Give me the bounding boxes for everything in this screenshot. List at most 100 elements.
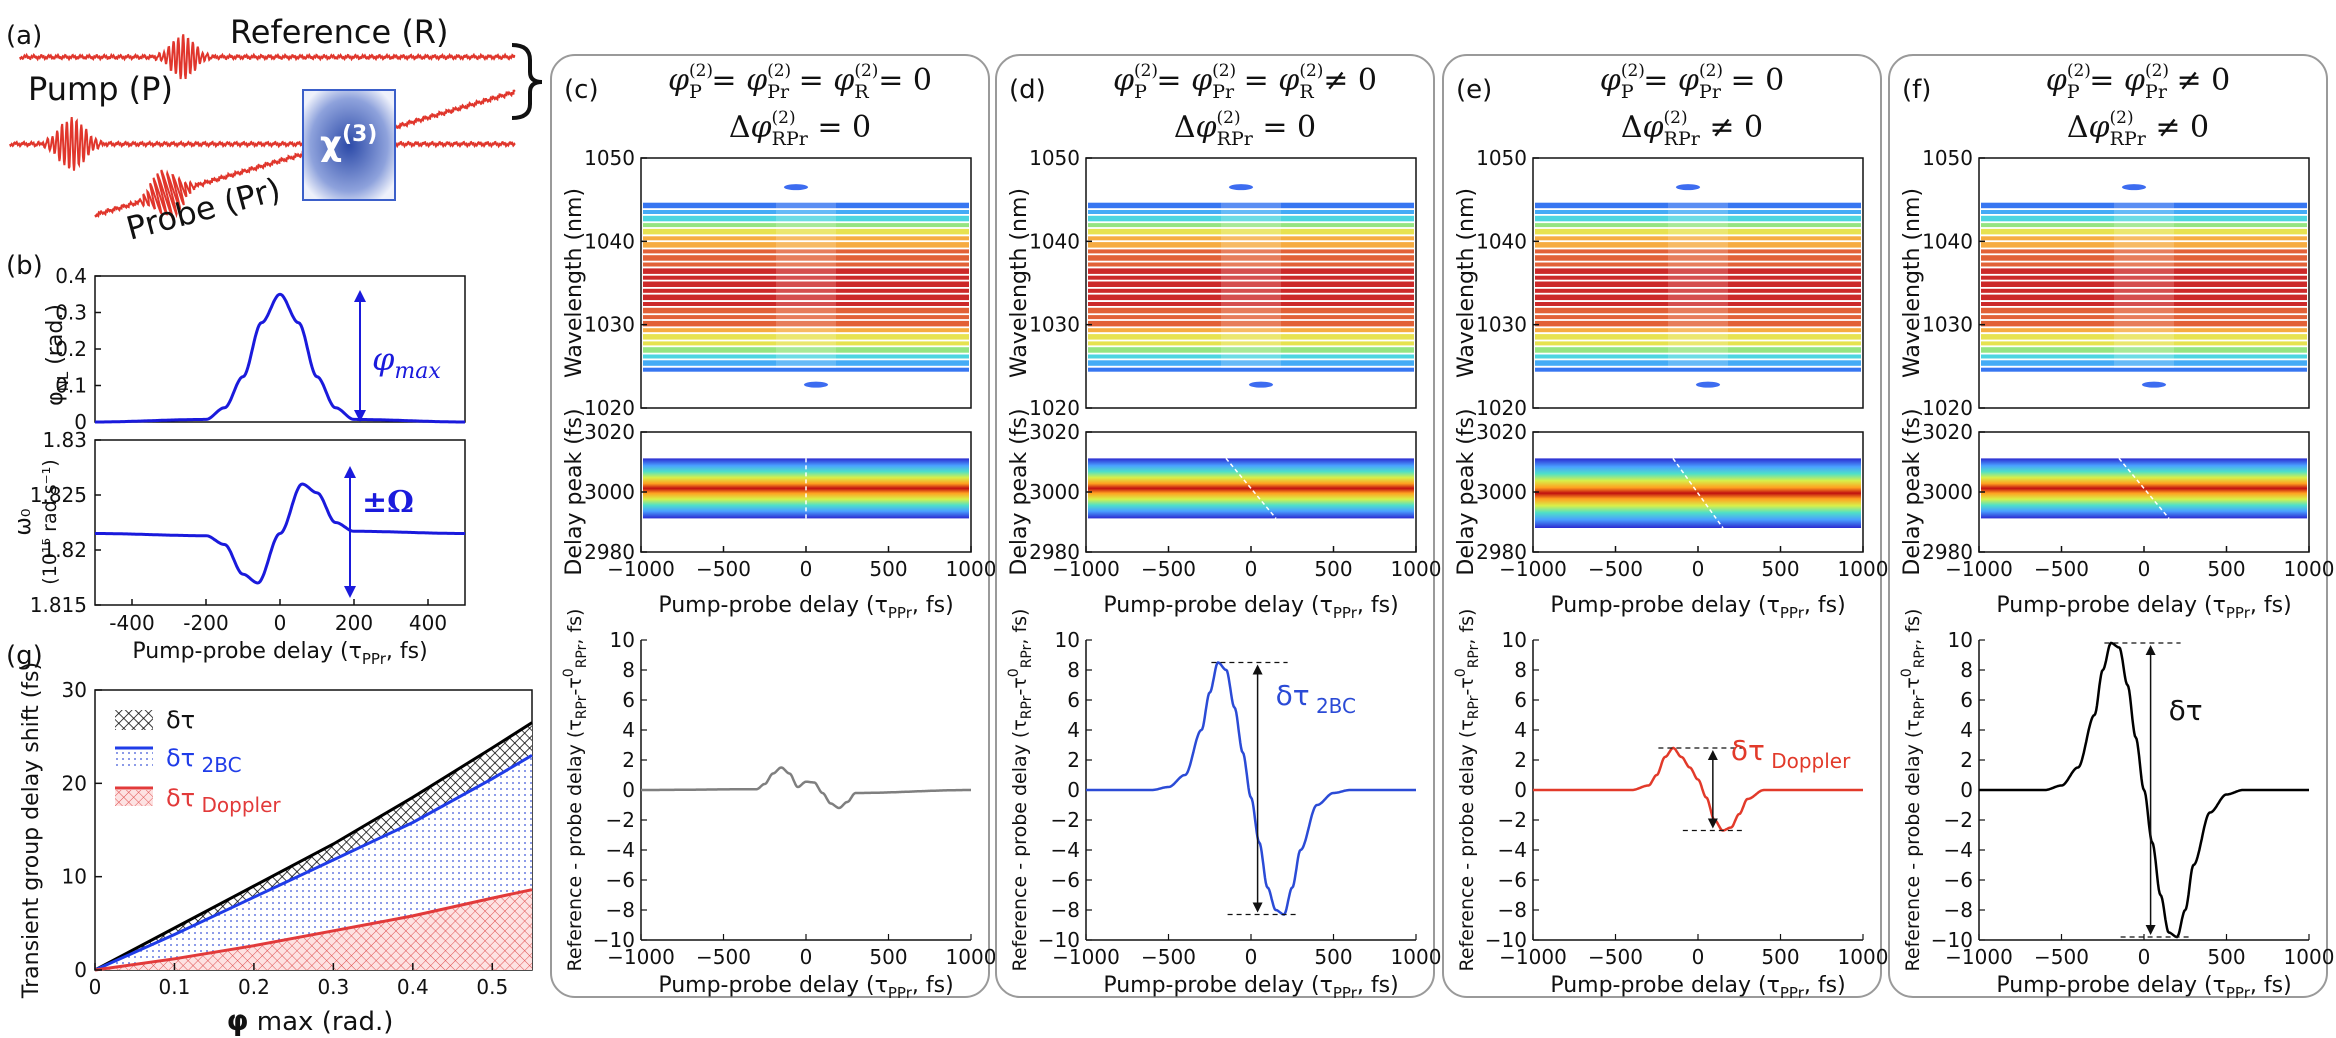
delay-shift-ytick-label: 0 bbox=[622, 778, 635, 802]
fringe-band bbox=[1535, 288, 1861, 293]
omega-ylabel-2: (10¹⁵ rad s⁻¹) bbox=[39, 459, 61, 584]
delaypeak-ytick-label: 3000 bbox=[1476, 480, 1527, 504]
delay-shift-ytick-label: −4 bbox=[1944, 838, 1973, 862]
wavelength-spectrogram: 1020 1030 1040 1050 Wavelength (nm) bbox=[1900, 146, 2310, 420]
delaypeak-xlabel: Pump-probe delay (τPPr, fs) bbox=[1103, 593, 1398, 622]
fringe-band bbox=[643, 315, 969, 320]
fringe-band bbox=[643, 281, 969, 287]
fringe-band bbox=[1981, 341, 2307, 346]
legend-doppler: δτ Doppler bbox=[166, 784, 281, 817]
delay-shift-ytick-label: 4 bbox=[1960, 718, 1973, 742]
fringe-band bbox=[1535, 262, 1861, 267]
panel-b-xtick-label: 0 bbox=[274, 611, 287, 635]
fringe-band bbox=[1088, 360, 1414, 366]
delaypeak-xtick-label: −500 bbox=[696, 557, 751, 581]
panel-g-label: (g) bbox=[6, 641, 43, 671]
dtau-doppler-line bbox=[94, 888, 533, 972]
delay-shift-ytick-label: 4 bbox=[1514, 718, 1527, 742]
delay-shift-ytick-label: 2 bbox=[1960, 748, 1973, 772]
fringe-band bbox=[1535, 347, 1861, 353]
delaypeak-xtick-label: 0 bbox=[800, 557, 813, 581]
delaypeak-xtick-label: −1000 bbox=[1499, 557, 1567, 581]
fringe-band bbox=[1535, 255, 1861, 261]
delay-shift-ytick-label: −2 bbox=[1944, 808, 1973, 832]
panel-d: (d) φ(2) P = φ(2) Pr = φ(2) R ≠ 0 Δφ(2) RPr =… bbox=[995, 54, 1442, 1002]
panel-b: (b) 00.10.20.30.4 φNL (rad.) φmax 1.8151… bbox=[6, 251, 466, 668]
delaypeak-ytick-label: 3000 bbox=[584, 480, 635, 504]
fringe-band bbox=[1981, 320, 2307, 327]
omega-label: ±Ω bbox=[362, 485, 414, 520]
spectral-blob bbox=[1696, 381, 1720, 388]
pump-pulse bbox=[9, 117, 516, 171]
fringe-band bbox=[1535, 328, 1861, 333]
fringe-band bbox=[1981, 268, 2307, 274]
fringe-band bbox=[1535, 210, 1861, 214]
fringe-band bbox=[643, 334, 969, 340]
spectrogram-axes bbox=[1085, 157, 1417, 409]
delay-shift-ytick-label: 10 bbox=[610, 628, 635, 652]
fringe-band bbox=[643, 275, 969, 280]
delaypeak-xtick-label: 500 bbox=[869, 557, 907, 581]
delaypeak-xlabel: Pump-probe delay (τPPr, fs) bbox=[658, 593, 953, 622]
spectrogram-axes bbox=[1532, 157, 1864, 409]
fringe-band bbox=[643, 242, 969, 248]
wavelength-ytick-label: 1020 bbox=[1476, 396, 1527, 420]
delaypeak-ytick-label: 3020 bbox=[584, 420, 635, 444]
panel-b-label: (b) bbox=[6, 251, 43, 281]
legend-swatch-2bc bbox=[115, 750, 153, 766]
delay-peak-trace bbox=[1225, 457, 1277, 519]
wavelength-ytick-label: 1040 bbox=[1029, 229, 1080, 253]
fringe-band bbox=[1088, 294, 1414, 301]
wavelength-ytick-label: 1050 bbox=[584, 146, 635, 170]
delay-shift-ytick-label: −8 bbox=[1944, 898, 1973, 922]
fringe-band bbox=[1088, 328, 1414, 333]
delay-shift-ytick-label: −6 bbox=[1498, 868, 1527, 892]
spectral-blob bbox=[2142, 381, 2166, 388]
delay-shift-ytick-label: 6 bbox=[1067, 688, 1080, 712]
shift-annotation: δτ 2BC bbox=[1276, 679, 1356, 718]
delay-shift-ytick-label: −6 bbox=[1944, 868, 1973, 892]
shift-annotation: δτ Doppler bbox=[1731, 734, 1851, 773]
panel-header-2: Δφ(2) RPr = 0 bbox=[729, 108, 871, 150]
fringe-band bbox=[1981, 249, 2307, 254]
wavelength-ytick-label: 1040 bbox=[1476, 229, 1527, 253]
panel-b-xtick-label: 200 bbox=[335, 611, 373, 635]
delay-shift-xtick-label: 1000 bbox=[1391, 945, 1442, 969]
omega-ylabel-1: ω₀ bbox=[11, 508, 36, 535]
fringe-band bbox=[1088, 262, 1414, 267]
fringe-band bbox=[1088, 288, 1414, 293]
panel-a: (a) Reference (R) Pump (P) Probe (Pr) χ(… bbox=[6, 13, 543, 248]
phi-max-label: φmax bbox=[372, 340, 441, 384]
omega-yticks: 1.815 1.82 1.825 1.83 bbox=[30, 428, 101, 617]
delay-shift-xlabel: Pump-probe delay (τPPr, fs) bbox=[1550, 973, 1845, 1002]
delay-shift-ylabel: Reference - probe delay (τRPr-τ0RPr, fs) bbox=[1453, 609, 1482, 972]
delay-shift-chart: −10 −8 −6 −4 −2 0 2 4 6 8 10 −1000 −500 0 500 1000 Refer… bbox=[1899, 609, 2334, 1002]
panel-g-legend: δτ δτ 2BC δτ Doppler bbox=[115, 706, 281, 817]
chi3-crystal bbox=[302, 89, 396, 201]
panel-g-ylabel: Transient group delay shift (fs) bbox=[19, 662, 44, 999]
panel-g-xlabel: φ max (rad.) bbox=[227, 1004, 394, 1037]
fringe-band bbox=[1088, 302, 1414, 306]
wavelength-ytick-label: 1030 bbox=[1029, 313, 1080, 337]
dtau-doppler-area bbox=[95, 889, 532, 970]
panel-frame bbox=[1442, 54, 1882, 998]
delay-shift-xtick-label: 1000 bbox=[1838, 945, 1889, 969]
spectral-distortion bbox=[1221, 198, 1281, 368]
panel-g-ticks: 0 10 20 30 0 0.1 0.2 0.3 0.4 0.5 bbox=[62, 678, 509, 999]
spectral-blob bbox=[1229, 184, 1253, 191]
spectral-blob bbox=[784, 184, 808, 191]
spectrogram-axes bbox=[640, 157, 972, 409]
delay-shift-ytick-label: −10 bbox=[593, 928, 635, 952]
delay-shift-ytick-label: 10 bbox=[1502, 628, 1527, 652]
fringe-band bbox=[643, 262, 969, 267]
wavelength-ytick-label: 1050 bbox=[1476, 146, 1527, 170]
fringe-band bbox=[1981, 294, 2307, 301]
panel-g-xtick-label: 0 bbox=[89, 975, 102, 999]
panel-g-xtick-label: 0.3 bbox=[317, 975, 349, 999]
fringe-band bbox=[1535, 281, 1861, 287]
fringe-band bbox=[1981, 288, 2307, 293]
fringe-band bbox=[1088, 249, 1414, 254]
dtau-total-line bbox=[94, 721, 533, 972]
delay-shift-ytick-label: −4 bbox=[1498, 838, 1527, 862]
fringe-band bbox=[1088, 255, 1414, 261]
